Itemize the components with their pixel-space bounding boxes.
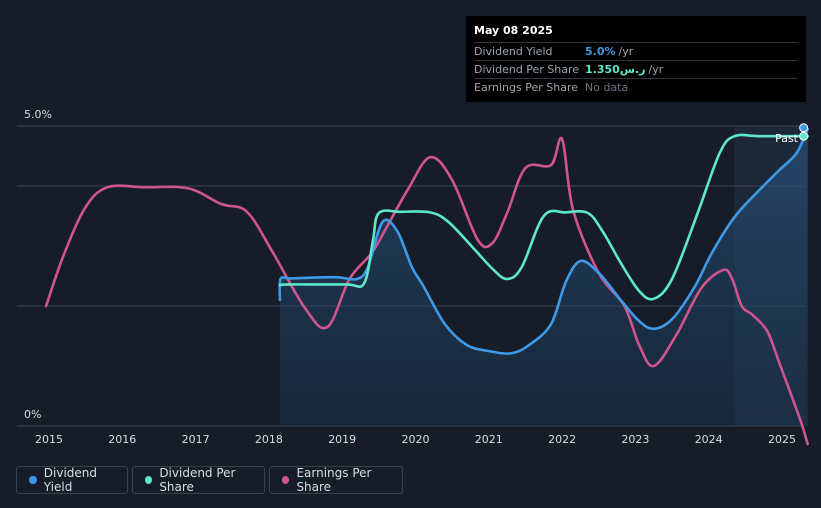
legend-dot-icon	[29, 476, 37, 484]
tooltip: May 08 2025 Dividend Yield 5.0% /yr Divi…	[466, 16, 806, 102]
x-tick-label: 2017	[182, 433, 210, 446]
x-tick-label: 2024	[695, 433, 723, 446]
tooltip-row-dividend-per-share: Dividend Per Share 1.350ر.س /yr	[474, 60, 798, 78]
dividend-yield-end-marker[interactable]	[799, 123, 809, 133]
tooltip-row-earnings-per-share: Earnings Per Share No data	[474, 78, 798, 96]
legend-label: Dividend Yield	[43, 466, 98, 494]
tooltip-label: Dividend Per Share	[474, 63, 580, 76]
legend-earnings-per-share[interactable]: Earnings Per Share	[269, 466, 403, 494]
tooltip-value: 5.0%	[585, 45, 616, 58]
x-tick-label: 2016	[108, 433, 136, 446]
x-tick-label: 2025	[768, 433, 796, 446]
tooltip-label: Dividend Yield	[474, 45, 553, 58]
x-tick-label: 2018	[255, 433, 283, 446]
tooltip-label: Earnings Per Share	[474, 81, 579, 94]
y-label-bottom: 0%	[24, 408, 41, 421]
legend-dividend-per-share[interactable]: Dividend Per Share	[132, 466, 265, 494]
legend-dot-icon	[282, 476, 290, 484]
legend-label: Earnings Per Share	[296, 466, 372, 494]
x-tick-label: 2019	[328, 433, 356, 446]
x-tick-label: 2023	[621, 433, 649, 446]
dividend-per-share-line[interactable]	[278, 133, 809, 301]
tooltip-value: 1.350ر.س	[585, 63, 646, 76]
x-tick-label: 2015	[35, 433, 63, 446]
tooltip-unit: /yr	[618, 45, 634, 58]
legend-label: Dividend Per Share	[159, 466, 236, 494]
tooltip-row-dividend-yield: Dividend Yield 5.0% /yr	[474, 42, 798, 60]
dividend-per-share-end-marker[interactable]	[799, 131, 809, 141]
x-tick-label: 2022	[548, 433, 576, 446]
tooltip-date: May 08 2025	[474, 24, 553, 37]
y-label-top: 5.0%	[24, 108, 52, 121]
x-tick-label: 2021	[475, 433, 503, 446]
tooltip-unit: /yr	[648, 63, 664, 76]
earnings-per-share-line[interactable]	[44, 136, 809, 446]
dividend-yield-area	[279, 129, 808, 426]
legend-dot-icon	[145, 476, 153, 484]
x-tick-label: 2020	[402, 433, 430, 446]
x-axis-ticks: 2015 2016 2017 2018 2019 2020 2021 2022 2023 2024…	[35, 433, 796, 446]
past-label: Past	[775, 132, 799, 145]
tooltip-value: No data	[585, 81, 629, 94]
legend-dividend-yield[interactable]: Dividend Yield	[16, 466, 128, 494]
dividend-yield-line[interactable]	[278, 127, 809, 355]
